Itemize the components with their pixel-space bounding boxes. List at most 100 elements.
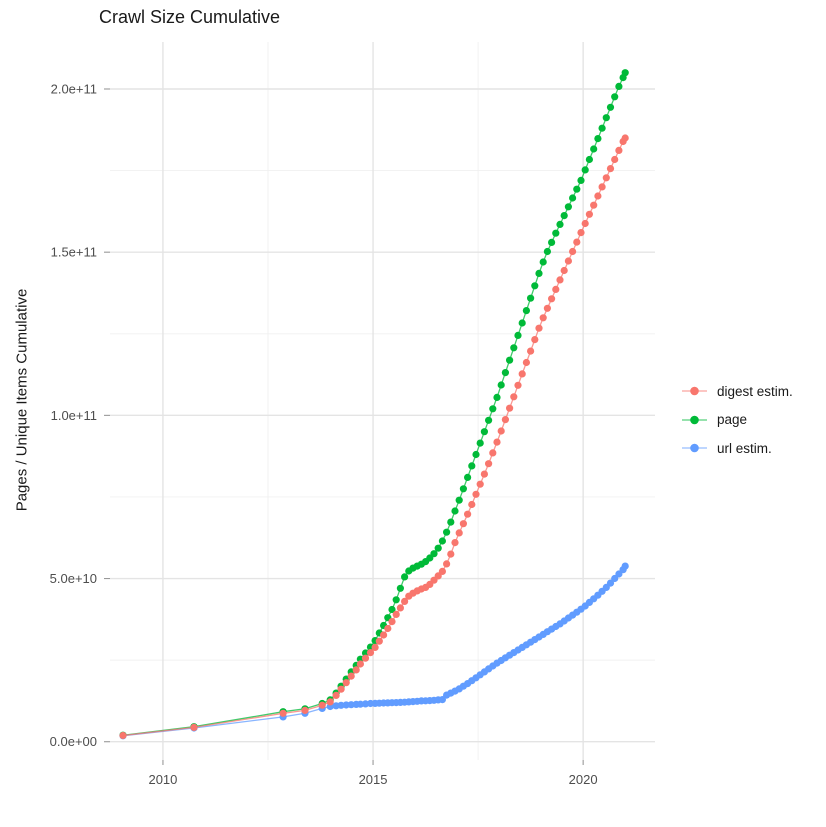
data-point (573, 238, 581, 246)
data-point (396, 584, 404, 592)
data-point (569, 247, 577, 256)
data-point (552, 285, 560, 293)
series-line (122, 72, 626, 736)
data-point (577, 229, 585, 237)
data-point (611, 93, 619, 101)
data-point (464, 473, 472, 481)
data-point (510, 344, 518, 352)
data-point (451, 539, 459, 547)
data-point (514, 381, 522, 389)
data-point (493, 393, 501, 401)
data-point (611, 155, 619, 164)
data-point (468, 462, 476, 470)
data-point (337, 685, 345, 693)
x-tick-label: 2020 (569, 772, 598, 787)
data-point (594, 135, 602, 143)
data-point (539, 258, 547, 266)
data-point (119, 731, 127, 740)
data-point (573, 185, 581, 193)
data-point (527, 347, 535, 355)
data-point (352, 666, 360, 674)
data-point (556, 220, 564, 228)
data-point (560, 212, 568, 220)
chart-title: Crawl Size Cumulative (99, 7, 281, 27)
data-point (366, 649, 375, 657)
data-point (451, 507, 459, 515)
data-point (356, 700, 364, 708)
data-point (598, 183, 606, 191)
data-point (552, 229, 560, 237)
data-point (598, 124, 606, 132)
data-point (480, 428, 488, 436)
data-point (543, 304, 552, 312)
data-point (497, 427, 505, 435)
data-point (472, 490, 480, 498)
legend-item-page: page (681, 412, 793, 427)
data-point (279, 709, 287, 717)
data-point (190, 723, 198, 732)
legend-item-url-estim: url estim. (681, 440, 793, 456)
data-point (318, 701, 326, 709)
data-point (560, 266, 568, 275)
data-point (527, 294, 535, 302)
legend: digest estim. page url estim. (681, 384, 793, 470)
data-point (590, 201, 598, 209)
legend-key-icon (682, 443, 707, 453)
legend-label: page (717, 412, 748, 427)
data-point (388, 605, 396, 614)
data-point (401, 573, 409, 581)
data-point (468, 500, 476, 509)
data-point (594, 192, 602, 200)
data-point (615, 146, 623, 154)
data-point (472, 450, 480, 459)
data-point (476, 439, 484, 447)
data-point (347, 672, 355, 680)
data-point (615, 82, 623, 90)
y-tick-label: 1.5e+11 (51, 245, 97, 260)
y-tick-label: 2.0e+11 (51, 81, 97, 96)
data-point (581, 166, 589, 174)
data-point (522, 358, 531, 367)
data-point (342, 679, 350, 687)
data-point (337, 701, 345, 709)
data-point (590, 145, 598, 153)
data-point (485, 460, 493, 468)
data-point (621, 134, 629, 142)
data-point (569, 194, 577, 202)
data-point (606, 103, 615, 111)
legend-label: url estim. (717, 440, 772, 456)
data-point (497, 381, 505, 389)
legend-key-icon (682, 386, 707, 396)
data-point (621, 69, 629, 77)
data-point (611, 574, 619, 583)
data-point (388, 618, 396, 626)
data-point (522, 307, 531, 315)
data-point (581, 219, 589, 228)
data-point (606, 579, 615, 587)
data-point (501, 369, 509, 377)
series-digest-estim (119, 134, 629, 740)
gridlines-major (110, 42, 655, 760)
data-point (514, 331, 522, 339)
data-point (438, 537, 446, 545)
series-url-estim (119, 562, 629, 740)
data-point (506, 356, 514, 364)
axis-ticks (104, 88, 584, 765)
data-point (371, 643, 379, 652)
data-point (501, 416, 509, 424)
x-tick-label: 2015 (359, 772, 388, 787)
data-point (401, 597, 409, 606)
data-point (326, 698, 334, 706)
x-axis-tick-labels: 2010 2015 2020 (148, 772, 597, 787)
series-page (119, 69, 629, 739)
data-point (455, 496, 463, 504)
data-point (489, 449, 497, 457)
data-point (602, 174, 610, 182)
data-point (392, 610, 400, 619)
data-point (510, 393, 518, 401)
data-point (384, 624, 392, 633)
data-point (455, 529, 463, 537)
data-point (434, 572, 442, 580)
data-point (489, 405, 497, 413)
